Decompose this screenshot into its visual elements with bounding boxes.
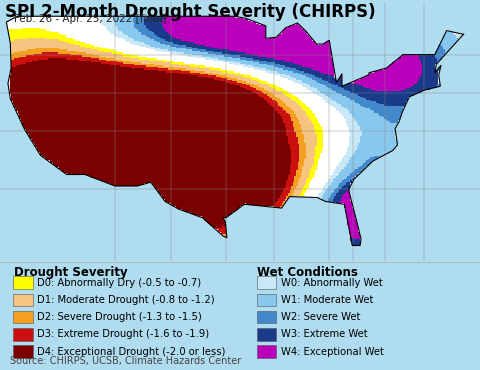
Text: D2: Severe Drought (-1.3 to -1.5): D2: Severe Drought (-1.3 to -1.5) [37,312,202,322]
Text: W3: Extreme Wet: W3: Extreme Wet [281,329,367,339]
Text: SPI 2-Month Drought Severity (CHIRPS): SPI 2-Month Drought Severity (CHIRPS) [5,3,375,21]
PathPatch shape [6,16,464,246]
Text: D4: Exceptional Drought (-2.0 or less): D4: Exceptional Drought (-2.0 or less) [37,347,226,357]
Text: Drought Severity: Drought Severity [14,266,128,279]
FancyBboxPatch shape [13,328,33,341]
Text: D1: Moderate Drought (-0.8 to -1.2): D1: Moderate Drought (-0.8 to -1.2) [37,295,215,305]
Text: W1: Moderate Wet: W1: Moderate Wet [281,295,373,305]
FancyBboxPatch shape [257,311,276,323]
Text: Wet Conditions: Wet Conditions [257,266,358,279]
FancyBboxPatch shape [257,328,276,341]
Text: D3: Extreme Drought (-1.6 to -1.9): D3: Extreme Drought (-1.6 to -1.9) [37,329,210,339]
Text: Source: CHIRPS, UCSB, Climate Hazards Center: Source: CHIRPS, UCSB, Climate Hazards Ce… [10,356,241,366]
FancyBboxPatch shape [13,311,33,323]
FancyBboxPatch shape [13,294,33,306]
FancyBboxPatch shape [13,276,33,289]
Text: W4: Exceptional Wet: W4: Exceptional Wet [281,347,384,357]
Text: W2: Severe Wet: W2: Severe Wet [281,312,360,322]
FancyBboxPatch shape [257,345,276,358]
Text: Feb. 26 - Apr. 25, 2022 [final]: Feb. 26 - Apr. 25, 2022 [final] [14,14,167,24]
Text: D0: Abnormally Dry (-0.5 to -0.7): D0: Abnormally Dry (-0.5 to -0.7) [37,278,202,288]
Text: W0: Abnormally Wet: W0: Abnormally Wet [281,278,383,288]
FancyBboxPatch shape [257,276,276,289]
FancyBboxPatch shape [13,345,33,358]
FancyBboxPatch shape [257,294,276,306]
